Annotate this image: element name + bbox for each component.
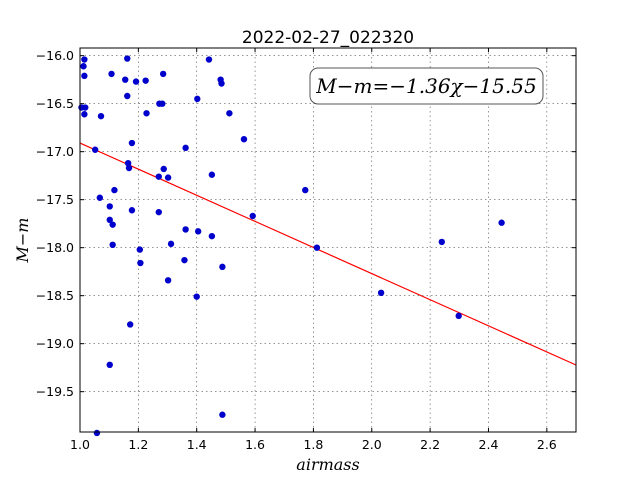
data-point xyxy=(194,228,202,235)
data-point xyxy=(219,263,226,271)
plot-area xyxy=(80,48,576,432)
data-point xyxy=(159,70,167,78)
chart-title: 2022-02-27_022320 xyxy=(242,28,414,48)
data-point xyxy=(122,76,129,83)
data-points xyxy=(78,55,505,437)
data-point xyxy=(93,429,101,437)
data-point xyxy=(81,72,88,80)
fit-annotation: M−m=−1.36χ−15.55 xyxy=(309,67,544,105)
data-point xyxy=(159,100,166,107)
data-point xyxy=(205,56,213,63)
x-tick-label: 2.4 xyxy=(479,437,499,452)
data-point xyxy=(97,112,105,120)
data-point xyxy=(498,219,505,226)
x-tick-label: 1.4 xyxy=(187,437,207,452)
data-point xyxy=(438,238,445,246)
data-point xyxy=(164,174,172,181)
data-point xyxy=(155,173,162,180)
y-tick-label: −16.0 xyxy=(36,48,74,63)
data-point xyxy=(181,256,188,264)
data-point xyxy=(128,207,136,214)
x-ticks: 1.0 1.2 1.4 1.6 1.8 2.0 2.2 2.4 2.6 xyxy=(70,48,557,452)
data-point xyxy=(106,216,113,224)
data-point xyxy=(194,95,201,103)
data-point xyxy=(132,78,140,85)
x-tick-label: 1.2 xyxy=(128,437,148,452)
data-point xyxy=(219,411,226,418)
data-point xyxy=(313,244,321,251)
data-point xyxy=(106,203,113,210)
data-point xyxy=(96,194,104,201)
x-tick-label: 1.8 xyxy=(303,437,323,452)
data-point xyxy=(126,321,134,328)
data-point xyxy=(106,361,113,368)
data-point xyxy=(82,104,89,111)
y-ticks: −16.0 −16.5 −17.0 −17.5 −18.0 −18.5 −19.0 −19.5 xyxy=(36,48,576,399)
data-point xyxy=(125,164,133,172)
data-point xyxy=(218,80,225,87)
data-point xyxy=(240,136,248,143)
data-point xyxy=(109,241,116,248)
data-point xyxy=(81,56,88,63)
data-point xyxy=(182,226,189,233)
data-point xyxy=(128,139,136,147)
data-point xyxy=(208,232,216,240)
x-tick-label: 1.6 xyxy=(245,437,265,452)
y-tick-label: −18.5 xyxy=(36,288,74,303)
data-point xyxy=(208,171,216,178)
data-point xyxy=(249,212,256,220)
y-tick-label: −17.5 xyxy=(36,192,74,207)
annotation-box xyxy=(309,67,544,105)
data-point xyxy=(302,186,309,194)
data-point xyxy=(124,160,132,167)
data-point xyxy=(137,259,144,267)
data-point xyxy=(143,110,150,117)
plot-frame xyxy=(79,47,577,433)
x-axis-label: airmass xyxy=(296,455,359,474)
data-point xyxy=(124,55,131,62)
data-point xyxy=(108,70,115,78)
data-point xyxy=(136,246,144,253)
annotation-text: M−m=−1.36χ−15.55 xyxy=(315,74,536,98)
x-tick-label: 2.0 xyxy=(362,437,382,452)
x-tick-label: 1.0 xyxy=(70,437,90,452)
data-point xyxy=(124,92,131,100)
fit-line xyxy=(79,142,577,366)
x-tick-label: 2.2 xyxy=(420,437,440,452)
data-point xyxy=(377,289,385,296)
data-point xyxy=(91,146,99,153)
y-axis-label: M−m xyxy=(13,218,32,264)
data-point xyxy=(193,293,200,300)
data-point xyxy=(111,186,118,194)
data-point xyxy=(80,63,87,70)
data-point xyxy=(182,144,189,152)
y-tick-label: −17.0 xyxy=(36,144,74,159)
data-point xyxy=(109,221,116,228)
y-tick-label: −16.5 xyxy=(36,96,74,111)
x-tick-label: 2.6 xyxy=(537,437,557,452)
y-tick-label: −19.5 xyxy=(36,384,74,399)
data-point xyxy=(167,240,175,248)
data-point xyxy=(155,208,162,216)
data-point xyxy=(226,110,233,117)
data-point xyxy=(455,312,462,320)
data-point xyxy=(81,111,88,118)
y-tick-label: −18.0 xyxy=(36,240,74,255)
y-tick-label: −19.0 xyxy=(36,336,74,351)
data-point xyxy=(164,277,172,284)
data-point xyxy=(160,165,167,173)
data-point xyxy=(142,77,149,84)
